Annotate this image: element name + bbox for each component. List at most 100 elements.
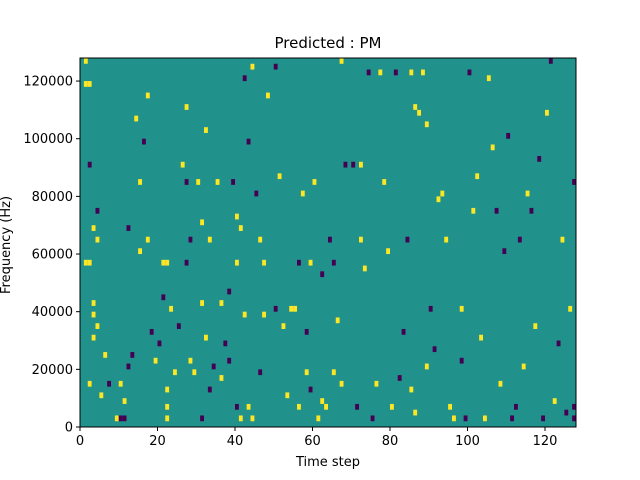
heatmap-cell	[331, 369, 336, 376]
heatmap-cell	[184, 179, 189, 185]
heatmap-cell	[87, 161, 92, 168]
heatmap-cell	[304, 369, 309, 376]
heatmap-cell	[397, 375, 402, 381]
plot-frame	[79, 57, 577, 428]
heatmap-cell	[122, 415, 127, 422]
heatmap-cell	[95, 323, 100, 329]
heatmap-cell	[227, 288, 232, 295]
x-tick-label: 100	[455, 434, 480, 449]
heatmap-cell	[289, 305, 294, 312]
heatmap-cell	[331, 259, 336, 266]
heatmap-cell	[262, 259, 267, 266]
heatmap-cell	[413, 104, 418, 110]
heatmap-cell	[440, 190, 445, 197]
heatmap-cell	[219, 300, 224, 306]
heatmap-cell	[103, 352, 108, 358]
heatmap-cell	[483, 415, 487, 422]
x-tick-label: 80	[382, 434, 399, 449]
heatmap-plot-area	[79, 57, 577, 428]
heatmap-cell	[510, 415, 515, 422]
heatmap-cell	[424, 121, 429, 128]
heatmap-cell	[486, 75, 491, 82]
heatmap-cell	[165, 403, 170, 410]
heatmap-cell	[157, 340, 162, 347]
heatmap-cell	[242, 311, 247, 318]
heatmap-cell	[424, 363, 429, 370]
x-axis: 0 20 40 60 80 100 120	[76, 427, 557, 449]
heatmap-cell	[266, 92, 270, 99]
heatmap-cell	[227, 357, 232, 364]
heatmap-cell	[204, 127, 208, 133]
heatmap-cell	[118, 380, 123, 387]
heatmap-cell	[126, 225, 131, 231]
heatmap-cell	[145, 236, 150, 243]
heatmap-cell	[304, 328, 309, 335]
heatmap-cell	[219, 375, 224, 381]
heatmap-cell	[254, 190, 259, 197]
heatmap-cell	[343, 161, 348, 168]
heatmap-cell	[417, 109, 422, 116]
heatmap-cell	[169, 305, 174, 312]
heatmap-cell	[138, 248, 143, 255]
heatmap-cell	[83, 81, 88, 87]
heatmap-cell	[537, 156, 542, 162]
heatmap-cell	[126, 363, 131, 370]
y-axis: 0 20000 40000 60000 80000 100000 120000	[23, 75, 80, 436]
heatmap-cell	[207, 236, 212, 243]
heatmap-cell	[297, 403, 301, 410]
heatmap-cell	[149, 328, 154, 335]
heatmap-cell	[138, 179, 143, 185]
heatmap-cell	[83, 259, 88, 266]
heatmap-cell	[293, 305, 298, 312]
heatmap-cell	[153, 357, 158, 364]
y-tick-label: 20000	[32, 363, 73, 378]
heatmap-cell	[545, 109, 549, 116]
heatmap-cell	[548, 58, 553, 64]
heatmap-cell	[444, 236, 449, 243]
heatmap-cell	[142, 138, 146, 145]
heatmap-cell	[200, 219, 205, 226]
heatmap-cell	[297, 259, 301, 266]
heatmap-cell	[285, 392, 290, 399]
heatmap-cell	[99, 392, 104, 399]
heatmap-cell	[533, 323, 538, 329]
heatmap-cell	[165, 386, 170, 393]
heatmap-cell	[180, 161, 185, 168]
heatmap-cell	[409, 69, 414, 76]
heatmap-cell	[173, 369, 177, 376]
heatmap-cell	[390, 403, 394, 410]
heatmap-cell	[246, 138, 251, 145]
heatmap-cell	[382, 179, 387, 185]
heatmap-cell	[494, 207, 499, 214]
heatmap-cell	[87, 81, 92, 87]
heatmap-cell	[572, 179, 577, 185]
heatmap-cell	[200, 415, 205, 422]
heatmap-cell	[273, 63, 278, 70]
y-tick-label: 120000	[23, 75, 73, 90]
heatmap-cell	[204, 334, 208, 341]
heatmap-cell	[250, 415, 255, 422]
heatmap-cell	[134, 115, 139, 122]
heatmap-cell	[145, 92, 150, 99]
y-axis-label: Frequency (Hz)	[0, 196, 14, 294]
heatmap-cell	[176, 323, 181, 329]
heatmap-cell	[215, 179, 220, 185]
heatmap-cell	[370, 415, 375, 422]
heatmap-cell	[517, 236, 522, 243]
heatmap-cell	[223, 340, 228, 347]
heatmap-cell	[405, 236, 410, 243]
heatmap-cell	[91, 225, 96, 231]
heatmap-cell	[459, 305, 464, 312]
heatmap-cell	[118, 415, 123, 422]
heatmap-cell	[130, 352, 135, 358]
heatmap-cell	[479, 334, 484, 341]
heatmap-cell	[463, 415, 468, 422]
y-tick-label: 0	[65, 421, 73, 436]
y-tick-label: 80000	[32, 190, 73, 205]
heatmap-cell	[91, 334, 96, 341]
x-axis-label: Time step	[295, 455, 360, 470]
heatmap-cell	[231, 179, 236, 185]
heatmap-cell	[359, 236, 363, 243]
heatmap-cell	[277, 173, 282, 180]
x-tick-label: 40	[227, 434, 244, 449]
